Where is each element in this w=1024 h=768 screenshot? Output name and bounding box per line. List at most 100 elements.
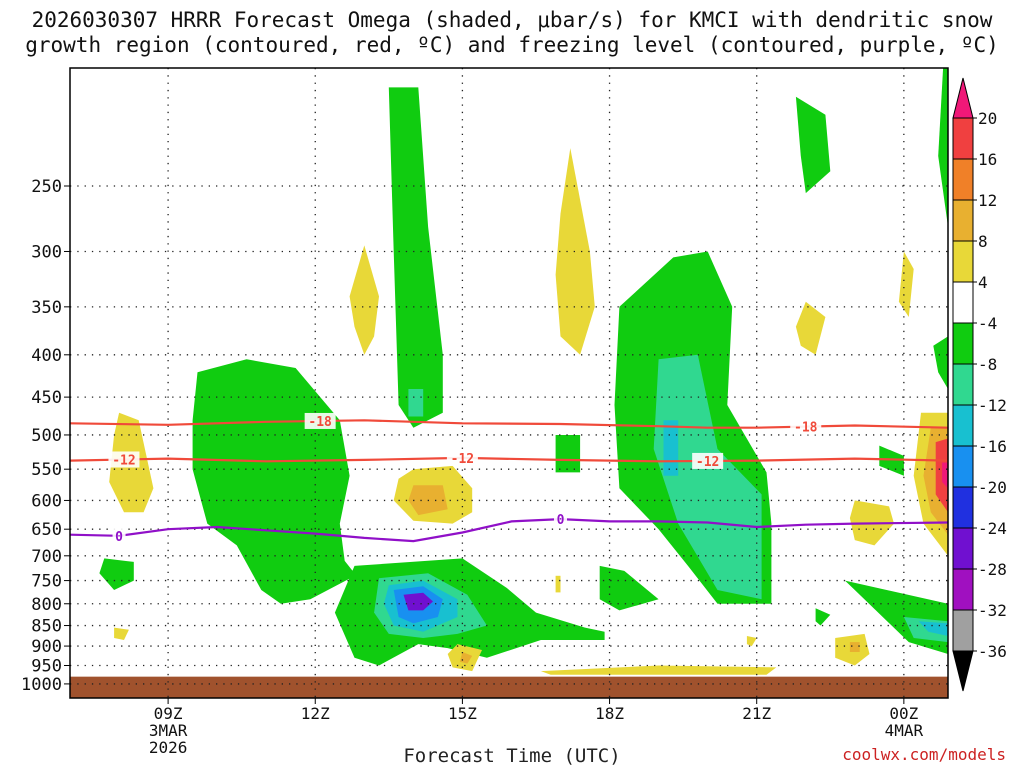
title-line-1: 2026030307 HRRR Forecast Omega (shaded, … [31,8,993,32]
colorbar-swatch-9 [952,486,974,529]
colorbar-label-2: 12 [978,191,997,210]
ytick-label-250: 250 [31,177,62,197]
omega-region-green-column-14z [388,87,443,428]
omega-region-green-blob-17z [555,435,581,473]
contour-dgz-minus-12 [70,456,948,463]
colorbar-swatch-2 [952,199,974,242]
omega-shading [99,68,948,675]
colorbar-label-0: 20 [978,109,997,128]
colorbar-swatch-1 [952,158,974,201]
omega-region-purple-low-15z [403,592,433,611]
colorbar-swatch-5 [952,322,974,365]
credit-link[interactable]: coolwx.com/models [842,745,1006,764]
omega-region-green-dot-22z [815,608,831,626]
colorbar-swatch-0 [952,117,974,160]
colorbar-label-3: 8 [978,232,988,251]
contour-label-bg-dgz-minus-12-2 [692,452,724,469]
contour-label-freezing-level-0-1: 0 [557,513,565,528]
omega-region-green-right-mid [879,445,904,476]
ground-surface [70,676,948,698]
colorbar-swatch-6 [952,363,974,406]
temperature-contours: -18 -18 -12 -12 -12 0 0 [70,412,948,545]
xtick-year-09Z: 2026 [149,738,188,757]
omega-region-orange-15z-low [459,652,473,664]
omega-region-yellow-21z-low [746,636,757,647]
contour-label-dgz-minus-18-0: -18 [308,415,332,430]
omega-region-green-blob-8z [99,558,134,590]
ytick-label-500: 500 [31,426,62,446]
omega-region-yellow-22z [795,301,826,355]
xtick-label-09Z: 09Z [154,704,183,723]
contour-label-freezing-level-0-0: 0 [115,530,123,545]
colorbar-swatch-3 [952,240,974,283]
contour-label-bg-dgz-minus-12-0 [108,451,140,468]
omega-region-cyan-19z [663,420,679,476]
omega-region-green-right-top [938,68,948,227]
colorbar-label-4: 4 [978,273,988,292]
xtick-label-12Z: 12Z [301,704,330,723]
omega-region-yellow-17z [555,148,595,355]
contour-label-dgz-minus-12-0: -12 [112,453,135,468]
omega-region-yellow-13z [349,245,379,355]
omega-region-yellow-8z-low [114,627,129,640]
omega-region-teal-14z [408,389,424,417]
omega-region-green-big-10z [192,359,365,604]
contour-label-bg-dgz-minus-12-1 [446,449,478,466]
colorbar-label-7: -12 [978,396,1007,415]
colorbar-label-8: -16 [978,437,1007,456]
colorbar-label-5: -4 [978,314,997,333]
plot-frame [69,67,949,699]
contour-dgz-minus-18 [70,419,948,429]
omega-colorbar: 20 16 12 8 4 -4 -8 -12 -16 -20 -24 -28 -32 -36 [952,77,1007,692]
omega-region-red-right-edge [935,438,948,513]
xtick-label-21Z: 21Z [742,704,771,723]
ytick-label-550: 550 [31,460,62,480]
chart-title: 2026030307 HRRR Forecast Omega (shaded, … [0,8,1024,58]
xtick-label-18Z: 18Z [595,704,624,723]
ytick-label-300: 300 [31,242,62,262]
pressure-axis: 2503003504004505005506006507007508008509… [21,177,70,695]
xtick-label-15Z: 15Z [448,704,477,723]
title-line-2: growth region (contoured, red, ºC) and f… [25,33,999,57]
contour-label-bg-dgz-minus-18-1 [790,418,822,435]
xtick-label-00Z: 00Z [889,704,918,723]
contour-label-bg-dgz-minus-18-0 [304,412,336,429]
ytick-label-750: 750 [31,572,62,592]
colorbar-label-9: -20 [978,478,1007,497]
colorbar-swatch-10 [952,527,974,570]
omega-region-yellow-17z-low [555,575,561,593]
ytick-label-800: 800 [31,595,62,615]
omega-region-yellow-24z [898,251,914,317]
omega-region-yellow-bottom [540,665,777,675]
omega-region-green-blob-22z [795,96,831,194]
omega-region-orange-23z-low [849,642,860,652]
contour-label-dgz-minus-12-2: -12 [696,455,719,470]
x-axis-label: Forecast Time (UTC) [403,745,621,767]
omega-region-cyan-right [918,621,948,636]
ytick-label-700: 700 [31,547,62,567]
colorbar-swatch-8 [952,445,974,488]
colorbar-label-12: -32 [978,601,1007,620]
omega-region-teal-19z [653,354,762,600]
ytick-label-400: 400 [31,346,62,366]
ytick-label-1000: 1000 [21,675,62,695]
ytick-label-350: 350 [31,298,62,318]
pressure-gridlines [70,68,948,698]
ytick-label-900: 900 [31,637,62,657]
ytick-label-950: 950 [31,656,62,676]
contour-label-bg-freezing-level-0-1 [554,511,568,528]
colorbar-label-1: 16 [978,150,997,169]
ytick-label-650: 650 [31,520,62,540]
contour-label-bg-freezing-level-0-0 [112,527,126,544]
colorbar-label-11: -28 [978,560,1007,579]
ytick-label-450: 450 [31,388,62,408]
contour-label-dgz-minus-12-1: -12 [451,452,474,467]
colorbar-swatch-7 [952,404,974,447]
colorbar-label-10: -24 [978,519,1007,538]
omega-region-green-right-400 [933,336,948,389]
omega-region-green-blob-18z-low [599,565,659,611]
ytick-label-850: 850 [31,617,62,637]
contour-label-dgz-minus-18-1: -18 [794,421,818,436]
colorbar-swatch-4 [952,281,974,324]
